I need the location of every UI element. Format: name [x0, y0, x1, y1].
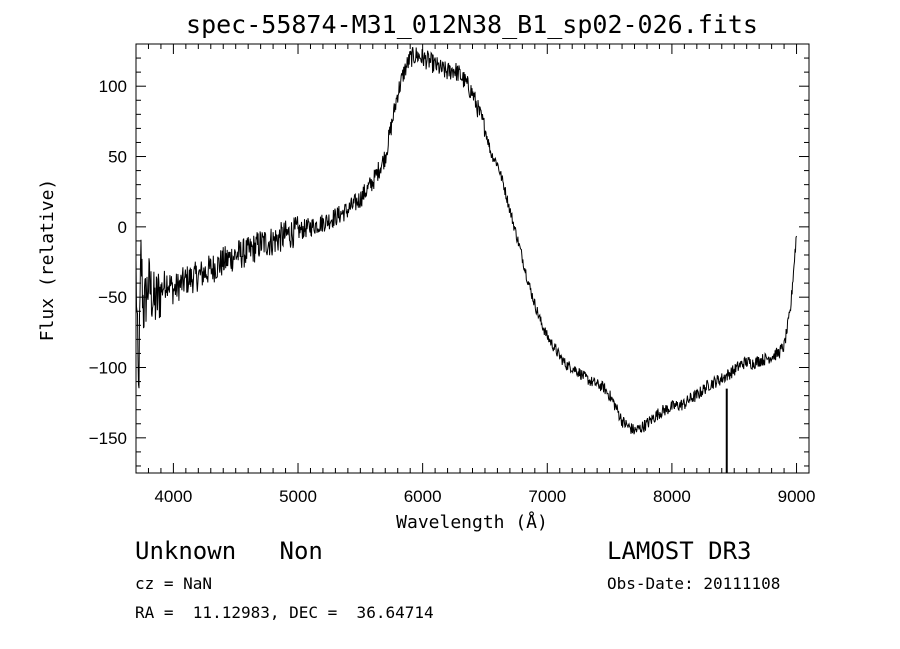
y-tick-label: −50: [98, 288, 127, 307]
observation-date-label: Obs-Date: 20111108: [607, 574, 781, 593]
redshift-label: cz = NaN: [135, 574, 213, 593]
x-tick-label: 7000: [528, 487, 566, 506]
plot-frame: [135, 43, 810, 474]
y-axis-tick-labels: −150 −100 −50 0 50 100: [89, 77, 127, 448]
spectrum-line: [136, 46, 797, 435]
y-axis-ticks: [136, 43, 809, 467]
x-tick-label: 5000: [279, 487, 317, 506]
survey-label: LAMOST DR3: [607, 537, 752, 565]
y-tick-label: −100: [89, 359, 127, 378]
y-tick-label: −150: [89, 429, 127, 448]
y-tick-label: 0: [118, 218, 127, 237]
x-axis-ticks: [135, 44, 810, 473]
y-tick-label: 50: [108, 148, 127, 167]
x-tick-label: 9000: [778, 487, 816, 506]
chart-title: spec-55874-M31_012N38_B1_sp02-026.fits: [186, 10, 758, 39]
y-axis-label: Flux (relative): [37, 179, 58, 342]
x-tick-label: 8000: [653, 487, 691, 506]
coordinates-label: RA = 11.12983, DEC = 36.64714: [135, 603, 434, 622]
y-tick-label: 100: [99, 77, 127, 96]
x-tick-label: 6000: [404, 487, 442, 506]
x-axis-label: Wavelength (Å): [396, 511, 548, 533]
x-tick-label: 4000: [154, 487, 192, 506]
x-axis-tick-labels: 4000 5000 6000 7000 8000 9000: [154, 487, 815, 506]
object-class-label: Unknown Non: [135, 537, 323, 565]
